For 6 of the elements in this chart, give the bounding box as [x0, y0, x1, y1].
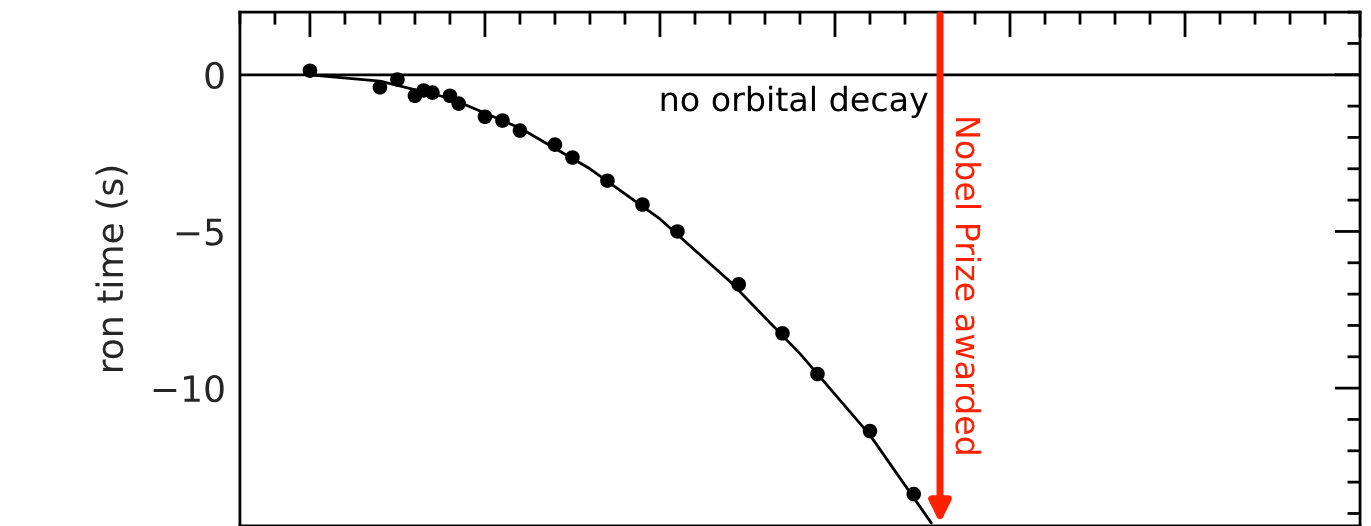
y-tick-label: −5	[176, 218, 223, 246]
y-tick-label: −10	[153, 375, 224, 403]
ref-line-label: no orbital decay	[661, 85, 928, 118]
annotation: Nobel Prize awarded	[955, 118, 982, 454]
y-axis-title: ron time (s)	[95, 166, 128, 372]
y-tick-label: 0	[205, 61, 224, 89]
